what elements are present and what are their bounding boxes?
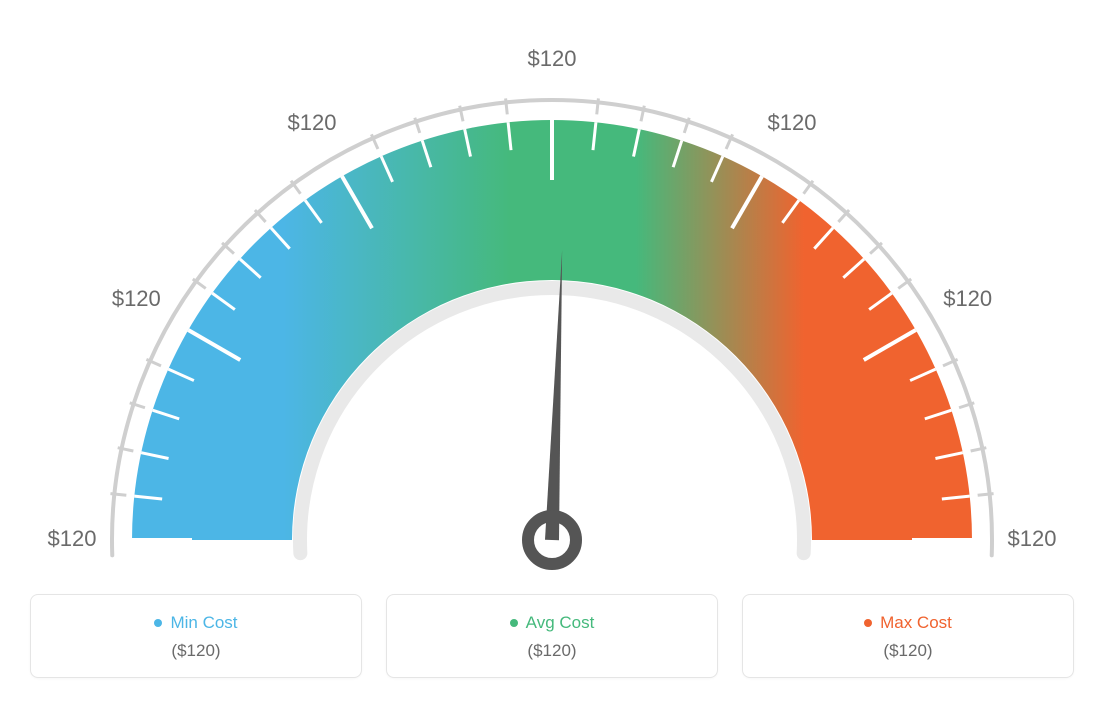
legend-label-avg: Avg Cost bbox=[510, 613, 595, 633]
gauge-tick-label: $120 bbox=[112, 286, 161, 311]
legend-label-min: Min Cost bbox=[154, 613, 237, 633]
legend-text-min: Min Cost bbox=[170, 613, 237, 633]
legend-dot-min bbox=[154, 619, 162, 627]
gauge-svg: $120 $120 $120 $120 $120 $120 $120 bbox=[30, 30, 1074, 570]
legend-card-avg: Avg Cost ($120) bbox=[386, 594, 718, 678]
gauge-tick-label: $120 bbox=[943, 286, 992, 311]
legend-value-min: ($120) bbox=[47, 641, 345, 661]
legend-row: Min Cost ($120) Avg Cost ($120) Max Cost… bbox=[30, 594, 1074, 678]
gauge-tick-label: $120 bbox=[768, 110, 817, 135]
legend-card-max: Max Cost ($120) bbox=[742, 594, 1074, 678]
gauge-tick-label: $120 bbox=[528, 46, 577, 71]
legend-dot-avg bbox=[510, 619, 518, 627]
legend-card-min: Min Cost ($120) bbox=[30, 594, 362, 678]
gauge-tick-label: $120 bbox=[48, 526, 97, 551]
legend-value-avg: ($120) bbox=[403, 641, 701, 661]
legend-text-avg: Avg Cost bbox=[526, 613, 595, 633]
gauge-tick-label: $120 bbox=[1008, 526, 1057, 551]
legend-text-max: Max Cost bbox=[880, 613, 952, 633]
legend-value-max: ($120) bbox=[759, 641, 1057, 661]
gauge-tick-label: $120 bbox=[288, 110, 337, 135]
legend-dot-max bbox=[864, 619, 872, 627]
cost-gauge-chart: $120 $120 $120 $120 $120 $120 $120 bbox=[30, 30, 1074, 570]
legend-label-max: Max Cost bbox=[864, 613, 952, 633]
